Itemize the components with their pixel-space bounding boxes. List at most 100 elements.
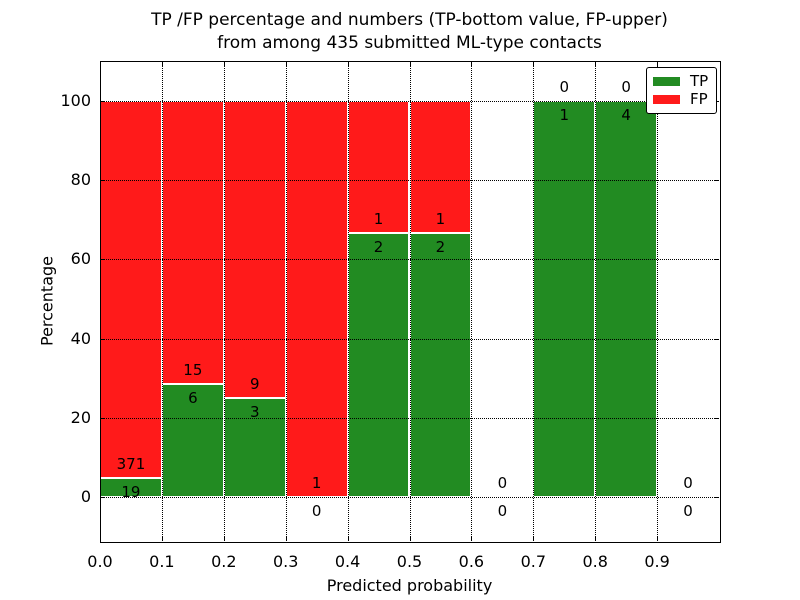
y-tick-mark <box>714 259 719 261</box>
x-tick-mark <box>223 61 225 66</box>
y-tick-mark <box>100 100 105 102</box>
x-tick-mark <box>100 61 101 66</box>
bar-value-fp: 1 <box>435 209 446 228</box>
y-tick-mark <box>714 338 719 340</box>
gridline-vertical <box>533 61 535 541</box>
x-tick-label: 0.6 <box>458 552 485 571</box>
x-tick-label: 0.0 <box>87 552 113 571</box>
bar-value-tp: 2 <box>373 237 384 256</box>
x-tick-mark <box>285 61 287 66</box>
y-tick-mark <box>714 497 719 499</box>
bar-value-tp: 0 <box>497 502 508 521</box>
y-tick-label: 80 <box>70 170 91 189</box>
bar-value-fp: 1 <box>311 474 322 493</box>
gridline-vertical <box>657 61 659 541</box>
x-tick-label: 0.2 <box>211 552 237 571</box>
x-tick-mark <box>533 61 535 66</box>
gridline-vertical <box>347 61 349 541</box>
x-tick-mark <box>471 61 473 66</box>
bar-value-fp: 0 <box>683 474 693 493</box>
y-tick-label: 100 <box>60 90 91 110</box>
x-tick-mark <box>533 536 535 541</box>
bar-value-fp: 15 <box>183 361 203 380</box>
bar-value-tp: 4 <box>621 105 631 124</box>
y-tick-mark <box>100 338 105 340</box>
x-tick-mark <box>657 536 659 541</box>
x-tick-mark <box>223 536 225 541</box>
x-tick-mark <box>347 61 349 66</box>
bar-segment-tp <box>595 100 658 498</box>
bar-segment-fp <box>285 100 348 498</box>
gridline-vertical <box>471 61 473 541</box>
legend-swatch-tp-icon <box>653 76 680 86</box>
legend-item-fp: FP <box>653 92 710 107</box>
y-tick-label: 20 <box>70 408 91 428</box>
y-tick-mark <box>100 180 105 181</box>
chart-title-line-2: from among 435 submitted ML-type contact… <box>217 33 602 53</box>
bar-value-fp: 0 <box>497 474 508 493</box>
chart-title: TP /FP percentage and numbers (TP-bottom… <box>100 9 719 55</box>
x-tick-mark <box>161 536 163 541</box>
gridline-vertical <box>161 61 163 541</box>
bar-segment-fp <box>161 100 224 384</box>
y-tick-label: 60 <box>70 249 91 269</box>
bar-value-tp: 0 <box>311 502 322 521</box>
bar-value-tp: 0 <box>683 502 693 521</box>
x-tick-label: 0.4 <box>334 552 361 571</box>
x-tick-mark <box>595 536 597 541</box>
bar-value-fp: 371 <box>116 455 146 474</box>
y-tick-mark <box>100 418 105 420</box>
x-tick-label: 0.7 <box>520 552 547 571</box>
x-tick-mark <box>161 61 163 66</box>
bar-segment-tp <box>223 398 286 498</box>
bar-value-tp: 6 <box>188 389 198 408</box>
legend-label-fp: FP <box>690 90 708 109</box>
legend-swatch-fp-icon <box>653 95 680 105</box>
gridline-vertical <box>595 61 597 541</box>
bar-value-tp: 2 <box>435 237 446 256</box>
x-tick-mark <box>409 61 411 66</box>
y-tick-mark <box>714 180 719 181</box>
y-axis-title: Percentage <box>37 255 57 347</box>
gridline-vertical <box>223 61 225 541</box>
chart-title-line-1: TP /FP percentage and numbers (TP-bottom… <box>151 10 668 30</box>
x-tick-mark <box>347 536 349 541</box>
legend: TP FP <box>646 67 717 114</box>
y-tick-mark <box>714 418 719 420</box>
bar-value-fp: 1 <box>373 209 384 228</box>
bar-segment-tp <box>161 384 224 498</box>
x-tick-mark <box>100 536 101 541</box>
y-tick-label: 0 <box>80 487 91 507</box>
bar-segment-fp <box>223 100 286 399</box>
x-tick-mark <box>285 536 287 541</box>
x-tick-label: 0.8 <box>582 552 608 571</box>
bar-segment-tp <box>409 232 472 498</box>
bar-value-tp: 19 <box>121 483 141 502</box>
x-tick-label: 0.5 <box>396 552 423 571</box>
bar-value-tp: 1 <box>559 105 570 124</box>
bar-segment-fp <box>100 100 162 479</box>
y-tick-mark <box>100 259 105 261</box>
bar-value-fp: 0 <box>559 77 570 96</box>
bar-value-fp: 0 <box>621 77 631 96</box>
gridline-vertical <box>285 61 287 541</box>
y-tick-mark <box>100 497 105 499</box>
bar-segment-tp <box>347 232 410 498</box>
y-tick-label: 40 <box>70 328 91 348</box>
bar-value-tp: 3 <box>249 403 260 422</box>
x-tick-mark <box>409 536 411 541</box>
bar-segment-fp <box>347 100 410 233</box>
bar-value-fp: 9 <box>249 375 260 394</box>
x-tick-label: 0.1 <box>149 552 175 571</box>
x-axis-title: Predicted probability <box>326 576 493 595</box>
bar-segment-tp <box>533 100 596 498</box>
x-tick-mark <box>657 61 659 66</box>
x-tick-mark <box>595 61 597 66</box>
gridline-vertical <box>409 61 411 541</box>
legend-item-tp: TP <box>653 73 710 89</box>
x-tick-label: 0.3 <box>272 552 299 571</box>
x-tick-label: 0.9 <box>644 552 670 571</box>
x-tick-mark <box>471 536 473 541</box>
